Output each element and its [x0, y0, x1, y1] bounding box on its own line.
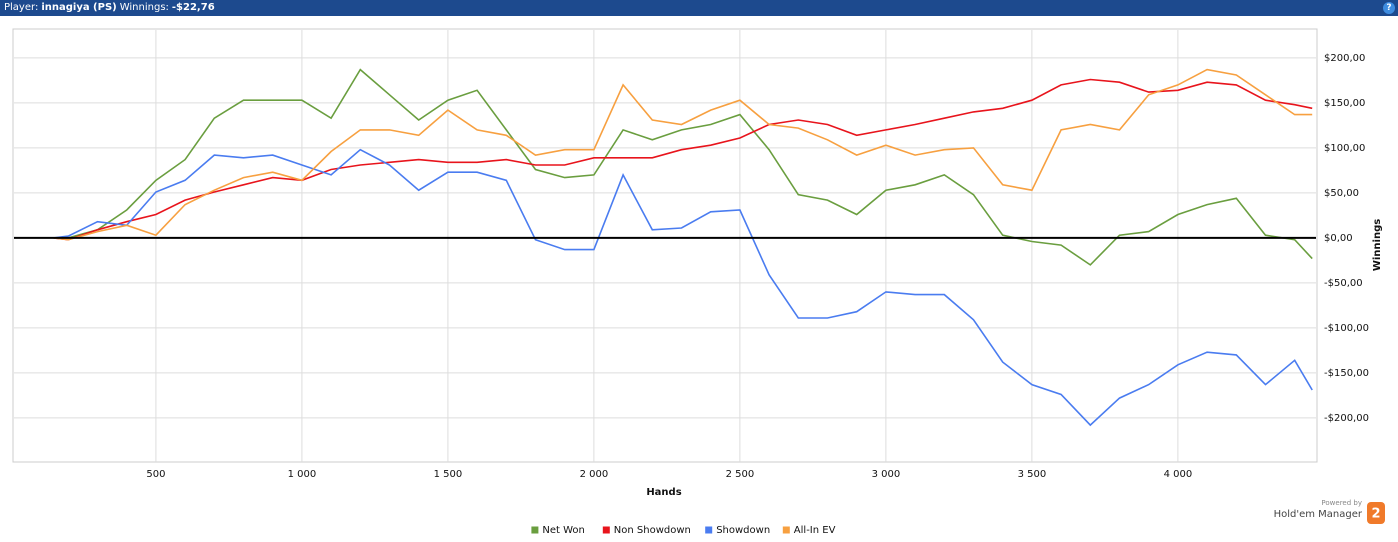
series-line: [53, 68, 1313, 266]
winnings-label: Winnings:: [119, 2, 169, 13]
legend-label: Showdown: [716, 525, 770, 536]
logo: 2: [1371, 507, 1380, 522]
y-tick-label: -$50,00: [1324, 278, 1363, 289]
x-tick-label: 500: [146, 469, 165, 480]
legend-label: All-In EV: [794, 525, 836, 536]
x-tick-label: 2 500: [726, 469, 755, 480]
brand: Hold'em Manager: [1274, 509, 1363, 520]
series-line: [53, 148, 1313, 427]
series-line: [53, 78, 1313, 241]
player-label: Player:: [4, 2, 39, 13]
y-tick-label: -$200,00: [1324, 413, 1369, 424]
y-tick-label: $150,00: [1324, 98, 1365, 109]
x-tick-label: 4 000: [1164, 469, 1193, 480]
legend-label: Net Won: [542, 525, 585, 536]
x-axis-title: Hands: [646, 487, 681, 498]
y-tick-label: -$100,00: [1324, 323, 1369, 334]
y-tick-label: $50,00: [1324, 188, 1359, 199]
player: innagiya (PS): [41, 2, 117, 13]
x-tick-label: 1 500: [434, 469, 463, 480]
chart: Hands Winnings Powered by Hold'em Manage…: [12, 28, 1385, 536]
series-line: [53, 68, 1313, 241]
y-tick-label: $100,00: [1324, 143, 1365, 154]
winnings: -$22,76: [171, 2, 215, 13]
plot-frame: [12, 28, 1318, 463]
x-tick-label: 1 000: [288, 469, 317, 480]
logo-badge: [1367, 502, 1385, 524]
legend-swatch: [782, 526, 790, 534]
legend-swatch: [602, 526, 610, 534]
legend-swatch: [531, 526, 539, 534]
x-tick-label: 3 000: [872, 469, 901, 480]
y-tick-label: $0,00: [1324, 233, 1353, 244]
x-tick-label: 2 000: [580, 469, 609, 480]
help-button[interactable]: ?: [1383, 2, 1395, 14]
powered-by: Powered by: [1321, 499, 1362, 507]
y-axis-title: Winnings: [1372, 219, 1383, 271]
y-tick-label: $200,00: [1324, 53, 1365, 64]
header-bar: Player: innagiya (PS) Winnings: -$22,76 ?: [0, 0, 1398, 16]
legend-label: Non Showdown: [614, 525, 691, 536]
legend-swatch: [705, 526, 713, 534]
y-tick-label: -$150,00: [1324, 368, 1369, 379]
x-tick-label: 3 500: [1018, 469, 1047, 480]
